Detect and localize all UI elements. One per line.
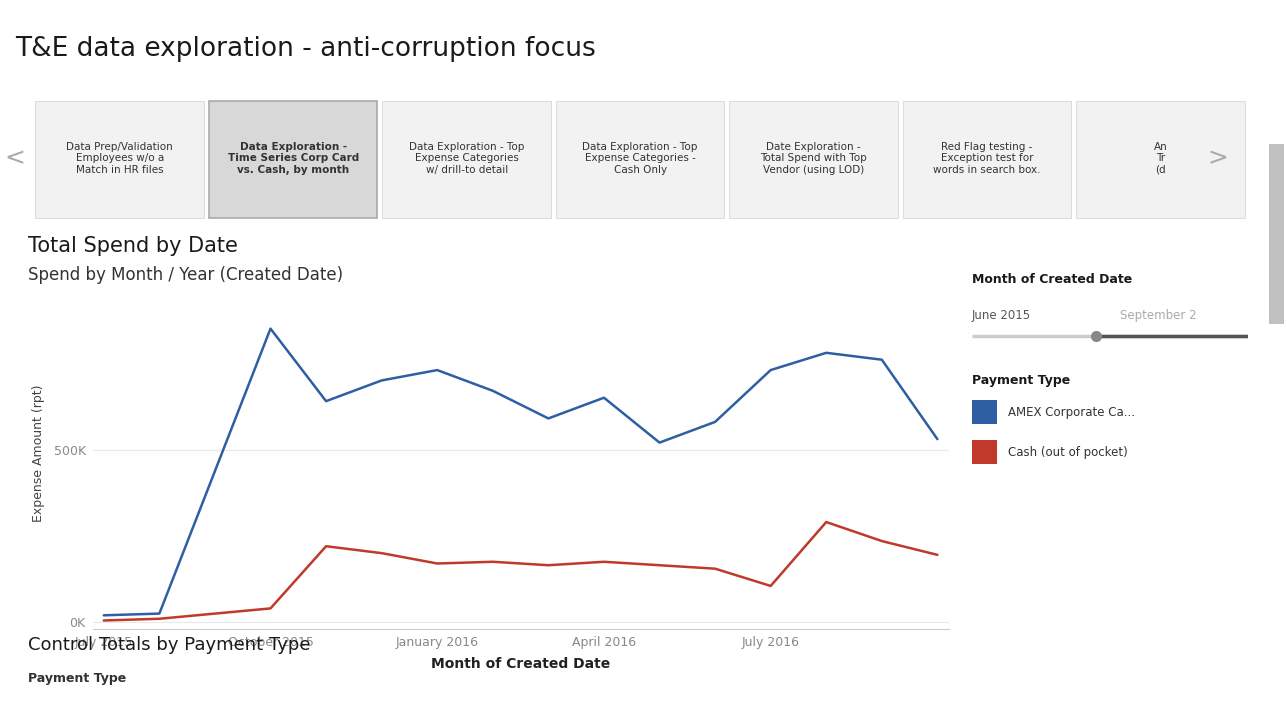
Text: AMEX Corporate Ca...: AMEX Corporate Ca... [1009,406,1135,419]
Text: Month of Created Date: Month of Created Date [972,273,1133,286]
FancyBboxPatch shape [1076,101,1245,219]
Text: September 2: September 2 [1120,309,1197,322]
Bar [1269,144,1284,324]
FancyBboxPatch shape [36,101,203,219]
Text: June 2015: June 2015 [972,309,1031,322]
Y-axis label: Expense Amount (rpt): Expense Amount (rpt) [32,384,45,522]
FancyBboxPatch shape [556,101,725,219]
Text: Control Totals by Payment Type: Control Totals by Payment Type [28,636,311,654]
FancyBboxPatch shape [903,101,1071,219]
Text: Red Flag testing -
Exception test for
words in search box.: Red Flag testing - Exception test for wo… [933,142,1041,175]
Text: Payment Type: Payment Type [972,374,1069,387]
Text: Spend by Month / Year (Created Date): Spend by Month / Year (Created Date) [28,266,344,284]
Text: Date Exploration -
Total Spend with Top
Vendor (using LOD): Date Exploration - Total Spend with Top … [761,142,867,175]
Text: Data Exploration - Top
Expense Categories -
Cash Only: Data Exploration - Top Expense Categorie… [583,142,698,175]
Text: <: < [5,146,26,170]
Bar [972,400,997,424]
Text: Data Exploration - Top
Expense Categories
w/ drill-to detail: Data Exploration - Top Expense Categorie… [409,142,524,175]
Text: An
Tr
(d: An Tr (d [1153,142,1167,175]
FancyBboxPatch shape [208,101,377,219]
Text: Payment Type: Payment Type [28,672,126,685]
Text: T&E data exploration - anti-corruption focus: T&E data exploration - anti-corruption f… [15,37,596,63]
Text: Cash (out of pocket): Cash (out of pocket) [1009,446,1129,459]
Text: >: > [1207,146,1229,170]
FancyBboxPatch shape [382,101,551,219]
FancyBboxPatch shape [730,101,898,219]
X-axis label: Month of Created Date: Month of Created Date [431,657,610,672]
Bar [972,440,997,464]
Text: Data Exploration -
Time Series Corp Card
vs. Cash, by month: Data Exploration - Time Series Corp Card… [228,142,359,175]
Text: Data Prep/Validation
Employees w/o a
Match in HR files: Data Prep/Validation Employees w/o a Mat… [67,142,172,175]
Text: Total Spend by Date: Total Spend by Date [28,236,238,256]
